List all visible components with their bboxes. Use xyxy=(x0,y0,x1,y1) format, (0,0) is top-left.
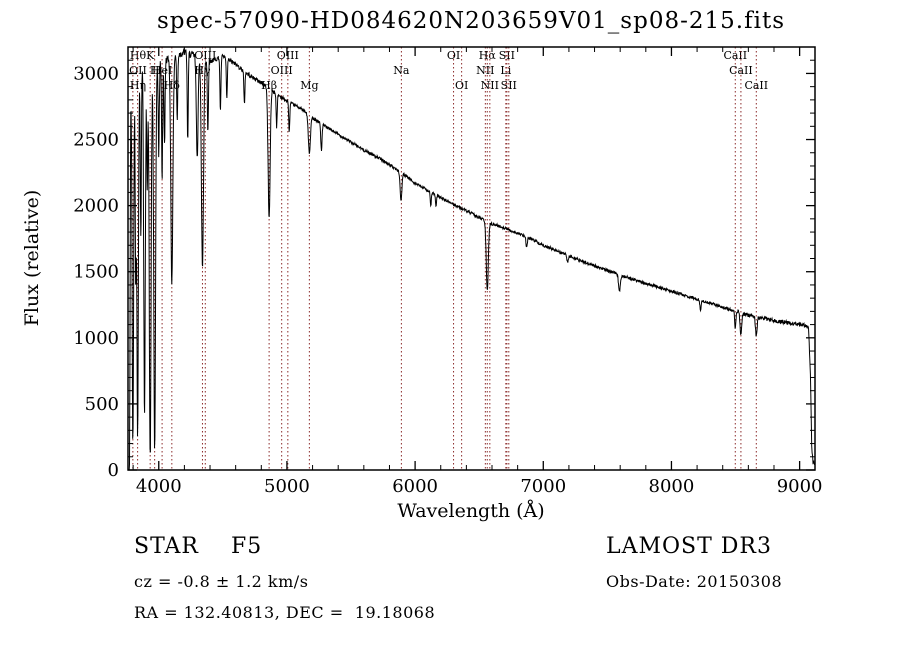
marker-label: OIII xyxy=(271,64,293,77)
marker-label: CaII xyxy=(744,79,768,92)
spectrum-chart: spec-57090-HD084620N203659V01_sp08-215.f… xyxy=(21,8,823,522)
y-tick-label: 1500 xyxy=(73,262,119,283)
marker-label: Hα xyxy=(479,49,497,62)
marker-label: NII xyxy=(481,79,499,92)
plot-content: OIIHθHηKHHeIHδHγOIIIHβOIIIOIIIMgNaOIOINI… xyxy=(73,46,823,497)
y-tick-label: 1000 xyxy=(73,328,119,349)
x-tick-label: 5000 xyxy=(264,476,310,497)
survey-annotation: LAMOST DR3 xyxy=(606,534,772,559)
marker-label: OI xyxy=(447,49,460,62)
marker-label: Hθ xyxy=(130,49,147,62)
marker-label: Hβ xyxy=(261,79,277,92)
y-axis-label: Flux (relative) xyxy=(21,190,43,327)
marker-label: Hη xyxy=(130,79,146,92)
star-type-annotation: STAR F5 xyxy=(134,534,263,559)
obs-date-annotation: Obs-Date: 20150308 xyxy=(606,572,783,591)
marker-label: K xyxy=(146,49,155,62)
x-tick-label: 4000 xyxy=(136,476,182,497)
plot-frame xyxy=(127,46,816,471)
y-tick-label: 2500 xyxy=(73,130,119,151)
y-tick-label: 2000 xyxy=(73,196,119,217)
x-tick-label: 6000 xyxy=(392,476,438,497)
marker-label: Na xyxy=(393,64,410,77)
y-tick-label: 0 xyxy=(108,460,119,481)
y-tick-label: 3000 xyxy=(73,63,119,84)
cz-annotation: cz = -0.8 ± 1.2 km/s xyxy=(134,572,309,591)
plot-title: spec-57090-HD084620N203659V01_sp08-215.f… xyxy=(157,8,785,34)
x-tick-label: 8000 xyxy=(649,476,695,497)
x-axis-label: Wavelength (Å) xyxy=(397,500,544,522)
x-tick-label: 9000 xyxy=(777,476,823,497)
marker-label: Li xyxy=(500,64,511,77)
marker-label: CaII xyxy=(729,64,753,77)
marker-label: NII xyxy=(476,64,494,77)
marker-label: CaII xyxy=(723,49,747,62)
spectrum-path xyxy=(128,47,815,470)
marker-label: OIII xyxy=(194,49,216,62)
marker-label: SII xyxy=(501,79,517,92)
marker-label: OIII xyxy=(277,49,299,62)
marker-label: Mg xyxy=(300,79,318,92)
marker-label: H xyxy=(150,64,160,77)
marker-label: OI xyxy=(455,79,468,92)
marker-label: SII xyxy=(499,49,515,62)
y-tick-label: 500 xyxy=(85,394,119,415)
x-tick-label: 7000 xyxy=(520,476,566,497)
ra-dec-annotation: RA = 132.40813, DEC = 19.18068 xyxy=(134,603,436,622)
